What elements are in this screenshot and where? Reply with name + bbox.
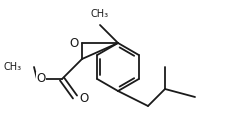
Text: CH₃: CH₃ <box>90 9 109 19</box>
Text: O: O <box>36 73 45 85</box>
Text: O: O <box>69 37 78 49</box>
Text: O: O <box>79 92 88 106</box>
Text: CH₃: CH₃ <box>4 62 22 72</box>
